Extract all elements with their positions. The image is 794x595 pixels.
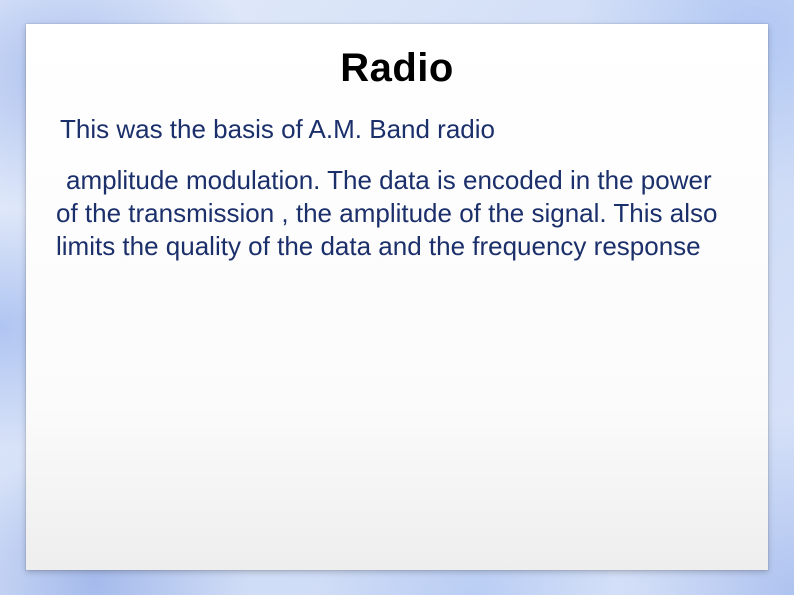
slide-title: Radio: [54, 46, 740, 91]
content-panel: Radio This was the basis of A.M. Band ra…: [26, 24, 768, 570]
intro-text: This was the basis of A.M. Band radio: [54, 113, 740, 146]
body-text: amplitude modulation. The data is encode…: [54, 164, 740, 264]
